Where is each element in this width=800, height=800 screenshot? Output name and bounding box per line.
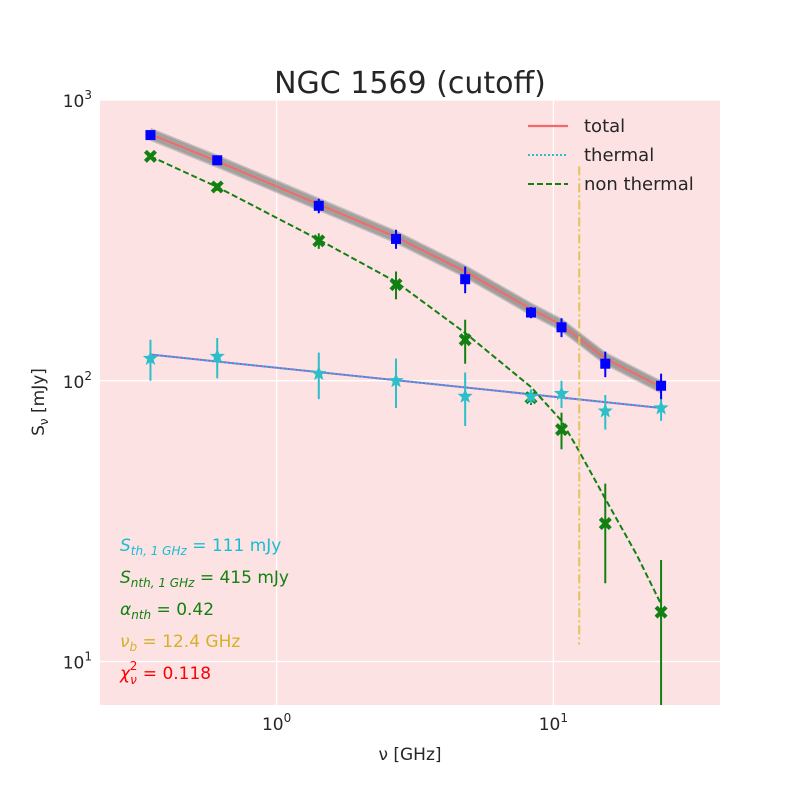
legend-label-thermal: thermal bbox=[584, 145, 654, 166]
annotation-chi2-sub: ν bbox=[130, 673, 137, 687]
annotation-s-nonthermal: Snth, 1 GHz = 415 mJy bbox=[120, 568, 289, 590]
thermal-data-point bbox=[457, 388, 473, 403]
x-axis-label: ν [GHz] bbox=[378, 745, 441, 765]
fit-annotations: Sth, 1 GHz = 111 mJy Snth, 1 GHz = 415 m… bbox=[119, 536, 289, 687]
y-tick-base: 10 bbox=[63, 654, 85, 674]
x-tick-exp: 1 bbox=[560, 711, 568, 725]
legend: total thermal non thermal bbox=[528, 116, 694, 195]
thermal-model-dotted-line bbox=[150, 353, 662, 409]
annotation-chi2-sup: 2 bbox=[130, 659, 138, 673]
observed-data-point bbox=[656, 380, 667, 391]
observed-data-point bbox=[556, 322, 567, 333]
nonthermal-data-point bbox=[210, 180, 224, 194]
y-tick-base: 10 bbox=[63, 92, 85, 112]
y-axis-label-unit: [mJy] bbox=[29, 368, 49, 418]
annotation-s-thermal-value: = 111 mJy bbox=[187, 536, 282, 556]
nonthermal-data-point bbox=[555, 423, 569, 437]
nonthermal-data-point bbox=[389, 278, 403, 292]
observed-data-point bbox=[145, 130, 156, 141]
thermal-data-point bbox=[209, 348, 225, 363]
x-tick-label: 101 bbox=[539, 711, 568, 735]
annotation-alpha-sub: nth bbox=[131, 608, 151, 622]
observed-data-point bbox=[391, 233, 402, 244]
annotation-s-thermal-sub: th, 1 GHz bbox=[131, 544, 188, 558]
model-lines bbox=[150, 133, 662, 645]
model-band-trace bbox=[149, 127, 662, 384]
thermal-data-point bbox=[523, 388, 539, 403]
annotation-s-thermal: Sth, 1 GHz = 111 mJy bbox=[120, 536, 281, 558]
thermal-data-point bbox=[653, 399, 669, 415]
y-axis-label: Sν [mJy] bbox=[29, 368, 51, 436]
thermal-data-point bbox=[597, 403, 613, 418]
annotation-s-nonthermal-value: = 415 mJy bbox=[194, 568, 289, 588]
nonthermal-model-line bbox=[150, 155, 662, 605]
annotation-s-thermal-main: S bbox=[120, 536, 131, 556]
legend-label-non-thermal: non thermal bbox=[584, 174, 694, 195]
y-axis-label-sub: ν bbox=[37, 418, 51, 425]
y-tick-label: 103 bbox=[63, 88, 92, 112]
chart-title: NGC 1569 (cutoff) bbox=[274, 66, 546, 101]
annotation-alpha-value: = 0.42 bbox=[151, 600, 214, 620]
y-axis-label-main: S bbox=[29, 425, 49, 436]
grid bbox=[100, 99, 720, 705]
observed-data-point bbox=[600, 358, 611, 369]
y-tick-exp: 1 bbox=[84, 650, 92, 664]
observed-data-point bbox=[460, 274, 471, 285]
annotation-nu-break-sub: b bbox=[130, 640, 138, 654]
nonthermal-data-point bbox=[598, 517, 612, 531]
annotation-nu-break-main: ν bbox=[120, 632, 130, 652]
y-tick-exp: 2 bbox=[84, 369, 92, 383]
x-tick-base: 10 bbox=[539, 715, 561, 735]
annotation-s-nonthermal-sub: nth, 1 GHz bbox=[131, 576, 195, 590]
annotation-nu-break: νb = 12.4 GHz bbox=[120, 632, 240, 654]
observed-data-point bbox=[525, 307, 536, 318]
annotation-alpha: αnth = 0.42 bbox=[120, 600, 214, 622]
annotation-alpha-main: α bbox=[120, 600, 131, 620]
nonthermal-data-point bbox=[143, 149, 157, 163]
thermal-data-point bbox=[553, 385, 570, 401]
nonthermal-data-point bbox=[458, 333, 472, 347]
y-tick-exp: 3 bbox=[84, 88, 92, 102]
x-tick-label: 100 bbox=[262, 711, 291, 735]
thermal-data-point bbox=[388, 372, 404, 388]
observed-data-point bbox=[212, 155, 223, 166]
legend-label-total: total bbox=[584, 116, 625, 137]
annotation-nu-break-value: = 12.4 GHz bbox=[137, 632, 240, 652]
y-tick-base: 10 bbox=[63, 373, 85, 393]
x-tick-exp: 0 bbox=[284, 711, 292, 725]
y-tick-label: 102 bbox=[63, 369, 92, 393]
nonthermal-data-point bbox=[654, 605, 668, 619]
annotation-chi2-value: = 0.118 bbox=[137, 664, 211, 684]
y-tick-label: 101 bbox=[63, 650, 92, 674]
x-tick-base: 10 bbox=[262, 715, 284, 735]
data-points bbox=[142, 130, 669, 705]
thermal-data-point bbox=[142, 350, 159, 365]
annotation-chi2-main: χ bbox=[119, 664, 131, 684]
thermal-data-point bbox=[311, 365, 327, 381]
annotation-chi2: χν2 = 0.118 bbox=[119, 659, 211, 687]
observed-data-point bbox=[313, 200, 324, 211]
annotation-s-nonthermal-main: S bbox=[120, 568, 131, 588]
nonthermal-data-point bbox=[312, 234, 326, 248]
